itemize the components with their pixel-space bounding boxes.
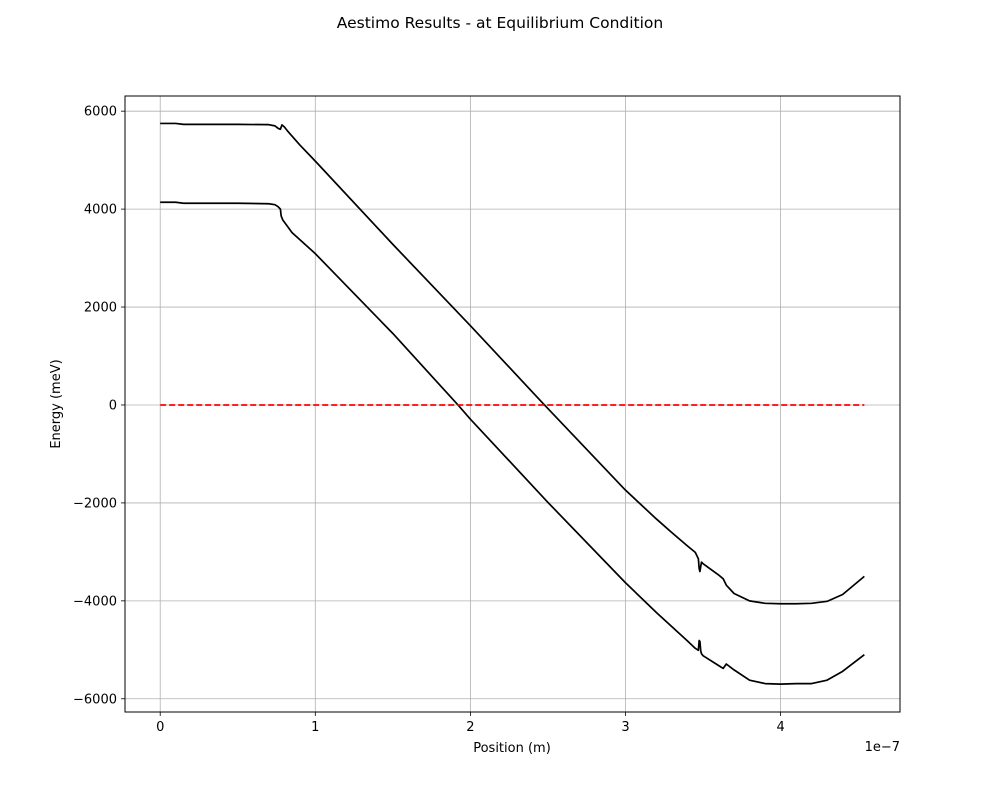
plot-series [160,122,865,685]
y-axis-ticks: −6000 −4000 −2000 0 2000 4000 6000 [73,105,125,707]
y-tick-label: −2000 [73,496,117,511]
x-axis-label: Position (m) [473,741,551,756]
x-axis-offset-label: 1e−7 [865,740,900,755]
x-tick-label: 2 [466,720,474,735]
x-tick-label: 4 [776,720,784,735]
x-axis-ticks: 0 1 2 3 4 [156,712,785,735]
valence-band-line [160,201,865,685]
y-tick-label: 0 [109,398,117,413]
x-tick-label: 0 [156,720,164,735]
y-axis-label: Energy (meV) [49,359,64,448]
y-tick-label: 2000 [84,301,117,316]
x-tick-label: 3 [621,720,629,735]
chart-title: Aestimo Results - at Equilibrium Conditi… [337,14,663,32]
y-tick-label: −4000 [73,594,117,609]
conduction-band-line [160,122,865,605]
y-tick-label: 4000 [84,203,117,218]
grid-lines [125,96,900,712]
y-tick-label: −6000 [73,692,117,707]
x-tick-label: 1 [311,720,319,735]
plot-area-frame [124,95,901,713]
y-tick-label: 6000 [84,105,117,120]
